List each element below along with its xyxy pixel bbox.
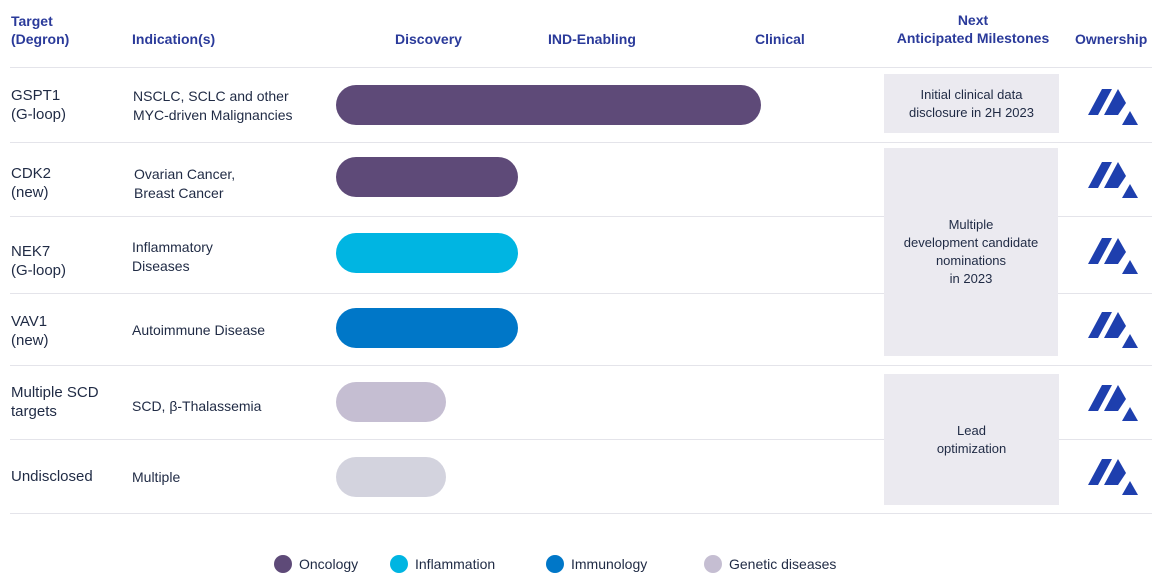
legend-label-immunology: Immunology: [571, 556, 648, 572]
row-divider: [10, 365, 1152, 366]
row-divider: [10, 67, 1152, 68]
row-divider: [10, 439, 1152, 440]
row-divider: [10, 513, 1152, 514]
progress-bar-multiple-scd: [336, 382, 446, 422]
header-clinical: Clinical: [755, 31, 805, 47]
progress-bar-gspt1: [336, 85, 761, 125]
legend-label-genetic-diseases: Genetic diseases: [729, 556, 837, 572]
header-target: Target (Degron): [11, 13, 70, 47]
header-milestones: Next Anticipated Milestones: [896, 12, 1050, 46]
header-indication: Indication(s): [132, 31, 216, 47]
company-logo-icon: [1088, 162, 1138, 198]
legend-item-oncology: Oncology: [274, 553, 358, 575]
legend-dot-immunology: [546, 555, 564, 573]
progress-bar-nek7: [336, 233, 518, 273]
header-ind-enabling: IND-Enabling: [548, 31, 636, 47]
legend-dot-oncology: [274, 555, 292, 573]
indication-multiple-scd: SCD, β-Thalassemia: [132, 398, 262, 414]
legend-item-inflammation: Inflammation: [390, 553, 495, 575]
company-logo-icon: [1088, 312, 1138, 348]
company-logo-icon: [1088, 385, 1138, 421]
legend-dot-genetic-diseases: [704, 555, 722, 573]
target-vav1: VAV1 (new): [11, 313, 49, 349]
company-logo-icon: [1088, 238, 1138, 274]
milestone-box-lead-optimization: Lead optimization: [884, 374, 1059, 505]
row-divider: [10, 142, 1152, 143]
company-logo-icon: [1088, 459, 1138, 495]
indication-nek7: Inflammatory Diseases: [132, 239, 213, 274]
progress-bar-cdk2: [336, 157, 518, 197]
header-ownership: Ownership: [1075, 31, 1148, 47]
target-cdk2: CDK2 (new): [11, 165, 52, 201]
indication-gspt1: NSCLC, SCLC and other MYC-driven Maligna…: [133, 88, 293, 123]
target-nek7: NEK7 (G-loop): [11, 243, 67, 279]
legend-item-immunology: Immunology: [546, 553, 647, 575]
header-discovery: Discovery: [395, 31, 462, 47]
indication-undisclosed: Multiple: [132, 469, 181, 485]
indication-cdk2: Ovarian Cancer, Breast Cancer: [134, 166, 236, 201]
milestone-box-development: Multiple development candidate nominatio…: [884, 148, 1058, 356]
progress-bar-vav1: [336, 308, 518, 348]
row-divider: [10, 216, 1152, 217]
target-gspt1: GSPT1 (G-loop): [11, 87, 67, 123]
target-undisclosed: Undisclosed: [11, 468, 93, 485]
company-logo-icon: [1088, 89, 1138, 125]
row-divider: [10, 293, 1152, 294]
legend-item-genetic-diseases: Genetic diseases: [704, 553, 836, 575]
indication-vav1: Autoimmune Disease: [132, 322, 266, 338]
progress-bar-undisclosed: [336, 457, 446, 497]
milestone-box-gspt1: Initial clinical data disclosure in 2H 2…: [884, 74, 1059, 133]
legend-dot-inflammation: [390, 555, 408, 573]
legend-label-inflammation: Inflammation: [415, 556, 496, 572]
legend-label-oncology: Oncology: [299, 556, 359, 572]
target-multiple-scd: Multiple SCD targets: [11, 384, 99, 420]
